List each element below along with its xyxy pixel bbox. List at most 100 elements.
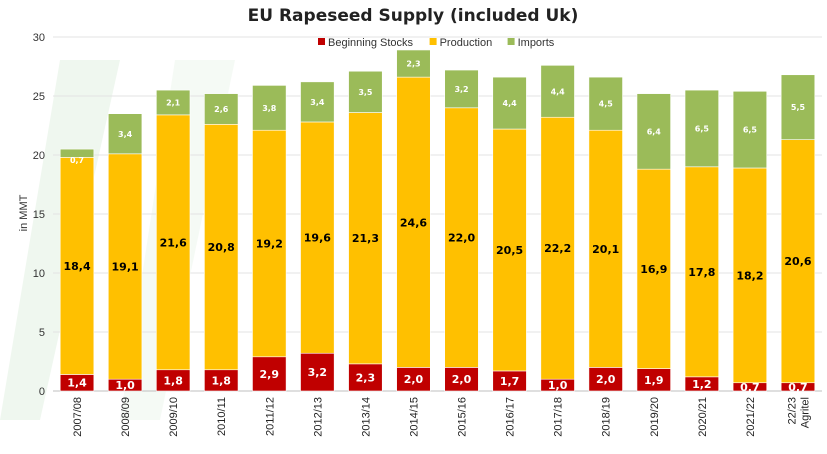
x-tick-label: 2013/14 [360, 397, 372, 437]
bar-segment [300, 121, 335, 354]
data-label: 3,2 [308, 366, 328, 379]
x-tick-label: 2018/19 [601, 397, 613, 437]
x-tick-text: 2020/21 [697, 397, 709, 437]
bar-segment [444, 69, 479, 109]
data-label: 3,8 [262, 104, 277, 113]
x-tick-text: Agritel [799, 397, 811, 428]
x-tick-label: 2019/20 [649, 397, 661, 437]
bar-segment [156, 89, 191, 116]
x-tick-label: 2007/08 [72, 397, 84, 437]
data-label: 2,0 [452, 373, 472, 386]
bar-segment [59, 157, 95, 375]
data-label: 20,6 [784, 255, 811, 268]
data-label: 2,3 [406, 60, 420, 69]
data-label: 22,2 [544, 242, 571, 255]
data-label: 1,9 [644, 374, 664, 387]
data-label: 19,1 [112, 261, 139, 274]
data-label: 3,4 [310, 98, 325, 107]
bar-segment [348, 70, 383, 113]
bar-segment [444, 107, 479, 368]
data-label: 1,7 [500, 375, 520, 388]
bar-segment [732, 90, 768, 169]
bar-segment [59, 148, 95, 158]
y-axis-ticks: 0 5 10 15 20 25 30 [33, 32, 45, 398]
data-labels: 1,4 18,4 0,7 1,0 19,1 3,4 1,8 21,6 2,1 1,8 20,8 2,6… [63, 60, 811, 394]
bar-segment [204, 124, 239, 371]
legend-swatch [429, 38, 437, 45]
y-axis-label: in MMT [18, 194, 30, 231]
x-tick-label: 2020/21 [697, 397, 709, 437]
data-label: 20,8 [208, 241, 235, 254]
x-tick-text: 2018/19 [601, 397, 613, 437]
x-tick-label: 2021/22 [745, 397, 757, 437]
x-tick-label: 2016/17 [505, 397, 517, 437]
data-label: 18,2 [736, 269, 763, 282]
data-label: 5,5 [791, 103, 806, 112]
bar-segment [588, 76, 623, 131]
data-label: 4,4 [551, 87, 566, 96]
data-label: 17,8 [688, 266, 715, 279]
data-label: 24,6 [400, 216, 427, 229]
data-label: 22,0 [448, 232, 475, 245]
x-tick-label: 2009/10 [168, 397, 180, 437]
data-label: 2,1 [166, 98, 181, 107]
bar-segment [252, 356, 287, 392]
data-label: 21,6 [160, 236, 187, 249]
y-tick-label: 10 [33, 268, 45, 280]
y-tick-label: 15 [33, 209, 45, 221]
data-label: 20,1 [592, 243, 619, 256]
x-tick-text: 2009/10 [168, 397, 180, 437]
data-label: 1,8 [211, 374, 231, 387]
chart-title: EU Rapeseed Supply (included Uk) [248, 6, 579, 26]
bar-segment [636, 168, 671, 369]
legend: Beginning Stocks Production Imports [318, 37, 555, 49]
bar-segment [684, 166, 719, 378]
bar-segment [348, 363, 383, 392]
data-label: 1,4 [67, 377, 87, 390]
bar-segment [492, 76, 527, 130]
data-label: 21,3 [352, 232, 379, 245]
data-label: 19,6 [304, 232, 331, 245]
data-label: 1,2 [692, 378, 712, 391]
x-tick-text: 2019/20 [649, 397, 661, 437]
x-tick-text: 2012/13 [312, 397, 324, 437]
data-label: 20,5 [496, 244, 523, 257]
y-tick-label: 5 [39, 327, 45, 339]
legend-label: Production [440, 37, 493, 49]
bar-segment [107, 153, 143, 380]
data-label: 3,2 [454, 85, 468, 94]
x-tick-text: 2010/11 [216, 397, 228, 436]
data-label: 2,6 [214, 105, 229, 114]
x-tick-text: 2016/17 [505, 397, 517, 437]
x-tick-label: 2010/11 [216, 397, 228, 436]
x-tick-text: 2011/12 [264, 397, 276, 436]
data-label: 3,4 [118, 130, 133, 139]
bars [59, 49, 816, 392]
legend-swatch [507, 38, 515, 45]
bar-segment [636, 93, 671, 170]
x-tick-text: 2015/16 [457, 397, 469, 437]
y-tick-label: 20 [33, 150, 45, 162]
data-label: 3,5 [358, 88, 373, 97]
data-label: 6,5 [695, 124, 710, 133]
x-axis-ticks: 2007/08 2008/09 2009/10 2010/11 2011/12 2012/… [72, 397, 811, 437]
bar-segment [204, 93, 239, 125]
bar-segment [588, 129, 623, 368]
x-tick-label: 22/23 Agritel [786, 397, 811, 428]
data-label: 2,9 [260, 368, 280, 381]
x-tick-label: 2014/15 [408, 397, 420, 437]
y-tick-label: 0 [39, 386, 45, 398]
data-label: 1,8 [163, 374, 183, 387]
x-tick-text: 2014/15 [408, 397, 420, 437]
x-tick-text: 22/23 [786, 397, 798, 425]
x-tick-text: 2008/09 [120, 397, 132, 437]
bar-segment [396, 76, 431, 368]
bar-segment [540, 116, 575, 380]
bar-segment [540, 65, 575, 118]
x-tick-text: 2021/22 [745, 397, 757, 437]
bar-segment [780, 74, 816, 140]
data-label: 1,0 [548, 379, 568, 392]
bar-segment [396, 49, 431, 78]
x-tick-label: 2011/12 [264, 397, 276, 436]
